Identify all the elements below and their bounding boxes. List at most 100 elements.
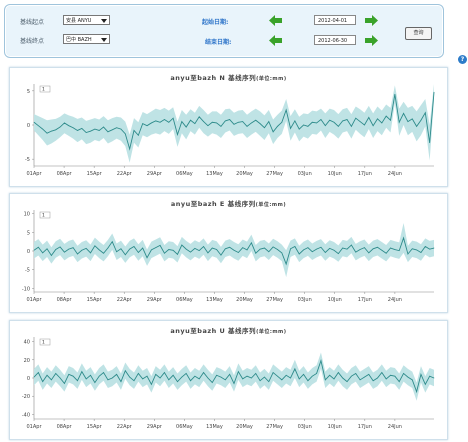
data-point xyxy=(133,130,135,131)
y-tick-label: 5 xyxy=(27,230,30,236)
data-point xyxy=(316,373,317,374)
prev-end-date-arrow-icon[interactable] xyxy=(269,35,282,46)
data-point xyxy=(46,374,48,376)
data-point xyxy=(124,133,126,135)
y-tick-label: 40 xyxy=(24,340,30,346)
start-date-input[interactable]: 2012-04-01 xyxy=(314,15,356,25)
x-tick-label: 29Apr xyxy=(147,171,163,177)
data-point xyxy=(307,247,309,248)
y-tick-label: 0 xyxy=(27,123,30,129)
data-point xyxy=(211,121,213,123)
data-point xyxy=(120,248,122,250)
data-point xyxy=(251,377,252,379)
data-point xyxy=(216,249,217,250)
chart-n-title-text: anyu至bazh N 基线序列 xyxy=(170,74,257,82)
x-tick-label: 20May xyxy=(236,297,253,303)
data-point xyxy=(277,126,278,127)
data-point xyxy=(129,376,131,378)
x-tick-label: 06May xyxy=(176,424,193,430)
query-button[interactable]: 查询 xyxy=(405,27,432,40)
end-station-select[interactable]: 巴中 BAZH xyxy=(63,34,110,44)
data-point xyxy=(259,123,261,124)
data-point xyxy=(424,384,426,385)
chart-n-plot: 5 0 -5 01Apr 08Apr 15Apr 22Apr 29Apr 06May 13May 2… xyxy=(25,84,435,177)
data-point xyxy=(55,129,57,131)
next-start-date-arrow-icon[interactable] xyxy=(365,15,378,26)
data-point xyxy=(124,370,126,372)
data-point xyxy=(294,368,296,370)
end-date-label: 结束日期: xyxy=(205,39,232,46)
data-point xyxy=(429,142,431,144)
data-point xyxy=(177,254,178,255)
data-point xyxy=(359,379,361,381)
data-point xyxy=(342,120,344,122)
data-point xyxy=(103,372,104,373)
data-point xyxy=(155,247,157,248)
data-point xyxy=(364,247,365,248)
next-end-date-arrow-icon[interactable] xyxy=(365,35,378,46)
data-point xyxy=(98,249,100,251)
data-point xyxy=(403,113,404,114)
x-tick-label: 24Jun xyxy=(388,424,402,430)
x-tick-label: 06May xyxy=(176,297,193,303)
data-point xyxy=(316,122,317,124)
data-point xyxy=(216,122,217,124)
data-point xyxy=(290,248,291,250)
y-tick-label: 20 xyxy=(24,358,30,364)
data-point xyxy=(368,252,370,254)
data-point xyxy=(194,375,196,377)
data-point xyxy=(137,373,139,374)
data-point xyxy=(351,375,352,377)
start-station-select[interactable]: 安县 ANYU xyxy=(63,15,110,25)
data-point xyxy=(146,257,148,259)
data-point xyxy=(137,134,139,136)
x-tick-label: 22Apr xyxy=(117,297,133,303)
data-point xyxy=(72,375,74,377)
data-point xyxy=(285,374,287,376)
data-point xyxy=(259,248,261,250)
data-point xyxy=(377,246,378,248)
data-point xyxy=(155,374,157,375)
data-point xyxy=(111,241,113,243)
data-point xyxy=(372,125,374,127)
x-tick-label: 03Jun xyxy=(298,297,312,303)
chart-n-unit: (单位:mm) xyxy=(256,76,287,82)
data-point xyxy=(94,382,96,383)
data-point xyxy=(242,378,244,380)
data-point xyxy=(307,126,309,127)
data-point xyxy=(429,375,431,377)
data-point xyxy=(346,381,348,382)
data-point xyxy=(116,127,117,129)
data-point xyxy=(133,246,135,247)
start-station-value: 安县 ANYU xyxy=(66,18,92,24)
data-point xyxy=(411,118,413,120)
start-station-label: 基线起点 xyxy=(20,19,45,26)
data-point xyxy=(229,246,231,248)
data-point xyxy=(429,248,431,250)
data-point xyxy=(433,91,435,93)
data-point xyxy=(77,380,78,382)
data-point xyxy=(107,247,109,249)
help-icon[interactable]: ? xyxy=(458,55,467,64)
data-point xyxy=(151,249,152,251)
data-point xyxy=(51,379,52,381)
data-point xyxy=(355,251,357,253)
chart-e-title: anyu至bazh E 基线序列(单位:mm) xyxy=(10,198,447,208)
data-point xyxy=(303,124,304,126)
data-point xyxy=(172,249,174,251)
x-tick-label: 17Jun xyxy=(358,424,372,430)
data-point xyxy=(355,373,357,374)
data-point xyxy=(329,248,331,249)
end-date-input[interactable]: 2012-06-30 xyxy=(314,35,356,45)
data-point xyxy=(37,372,39,373)
data-point xyxy=(33,376,35,378)
data-point xyxy=(198,250,200,251)
data-point xyxy=(381,249,383,251)
data-point xyxy=(329,119,331,121)
data-point xyxy=(368,117,370,118)
x-tick-label: 22Apr xyxy=(117,171,133,177)
data-point xyxy=(216,374,217,376)
y-tick-label: 0 xyxy=(27,376,30,382)
data-point xyxy=(168,379,170,381)
prev-start-date-arrow-icon[interactable] xyxy=(269,15,282,26)
